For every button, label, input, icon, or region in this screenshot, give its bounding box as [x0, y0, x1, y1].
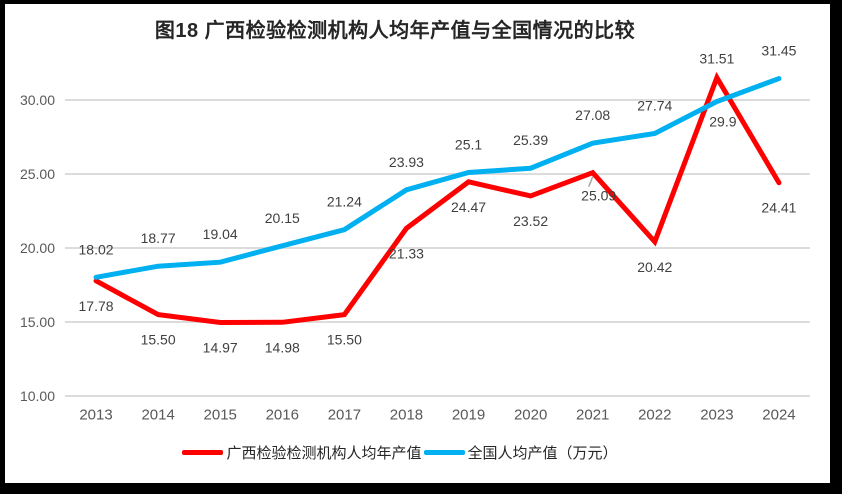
data-label: 15.50: [327, 332, 362, 348]
legend-label-guangxi: 广西检验检测机构人均年产值: [226, 445, 422, 462]
x-axis-tick-label: 2021: [576, 407, 609, 424]
x-axis-tick-label: 2018: [390, 407, 423, 424]
data-label: 24.47: [451, 199, 486, 215]
x-axis-tick-label: 2022: [638, 407, 671, 424]
y-axis-tick-label: 10.00: [20, 388, 55, 404]
data-label: 29.9: [709, 113, 736, 129]
y-axis-tick-label: 20.00: [20, 240, 55, 256]
legend-label-national: 全国人均产值（万元）: [467, 445, 618, 462]
data-label: 18.77: [141, 230, 176, 246]
data-label: 25.39: [513, 132, 548, 148]
data-label: 27.74: [637, 97, 672, 113]
y-axis-tick-label: 25.00: [20, 166, 55, 182]
data-label: 19.04: [203, 226, 238, 242]
data-label: 20.15: [265, 210, 300, 226]
x-axis-tick-label: 2019: [452, 407, 485, 424]
line-chart: 10.00 15.00 20.00 25.00 30.00 2013 2014 2015 201…: [20, 43, 810, 424]
chart-legend: 广西检验检测机构人均年产值 全国人均产值（万元）: [5, 442, 795, 463]
data-label: 25.09: [581, 188, 616, 204]
x-axis-tick-label: 2024: [762, 407, 795, 424]
x-axis-tick-label: 2020: [514, 407, 547, 424]
series-line-national: [93, 76, 782, 280]
chart-title: 图18 广西检验检测机构人均年产值与全国情况的比较: [154, 20, 636, 42]
data-label: 31.51: [699, 51, 734, 67]
data-label: 18.02: [79, 241, 114, 257]
x-axis-tick-label: 2014: [141, 407, 174, 424]
x-axis-tick-label: 2013: [79, 407, 112, 424]
data-label: 24.41: [761, 200, 796, 216]
data-label: 21.24: [327, 194, 362, 210]
legend-item-national: 全国人均产值（万元）: [423, 442, 618, 463]
x-axis-tick-label: 2017: [328, 407, 361, 424]
data-label: 17.78: [79, 298, 114, 314]
data-label: 21.33: [389, 245, 424, 261]
y-axis-tick-label: 15.00: [20, 314, 55, 330]
data-label: 14.97: [203, 339, 238, 355]
legend-swatch-national-blue-line: [423, 450, 465, 455]
data-label: 20.42: [637, 259, 672, 275]
y-axis-tick-label: 30.00: [20, 92, 55, 108]
series-line-guangxi: [93, 71, 782, 325]
legend-swatch-guangxi-red-line: [182, 450, 224, 455]
x-axis-tick-label: 2015: [204, 407, 237, 424]
data-label: 25.1: [455, 137, 482, 153]
data-label: 23.93: [389, 154, 424, 170]
data-label: 23.52: [513, 213, 548, 229]
legend-item-guangxi: 广西检验检测机构人均年产值: [182, 442, 422, 463]
data-label: 31.45: [761, 43, 796, 59]
data-label: 14.98: [265, 339, 300, 355]
data-label: 27.08: [575, 107, 610, 123]
x-axis-tick-label: 2023: [700, 407, 733, 424]
data-label: 15.50: [141, 332, 176, 348]
data-label-leader-line: [588, 176, 594, 187]
x-axis-tick-label: 2016: [266, 407, 299, 424]
